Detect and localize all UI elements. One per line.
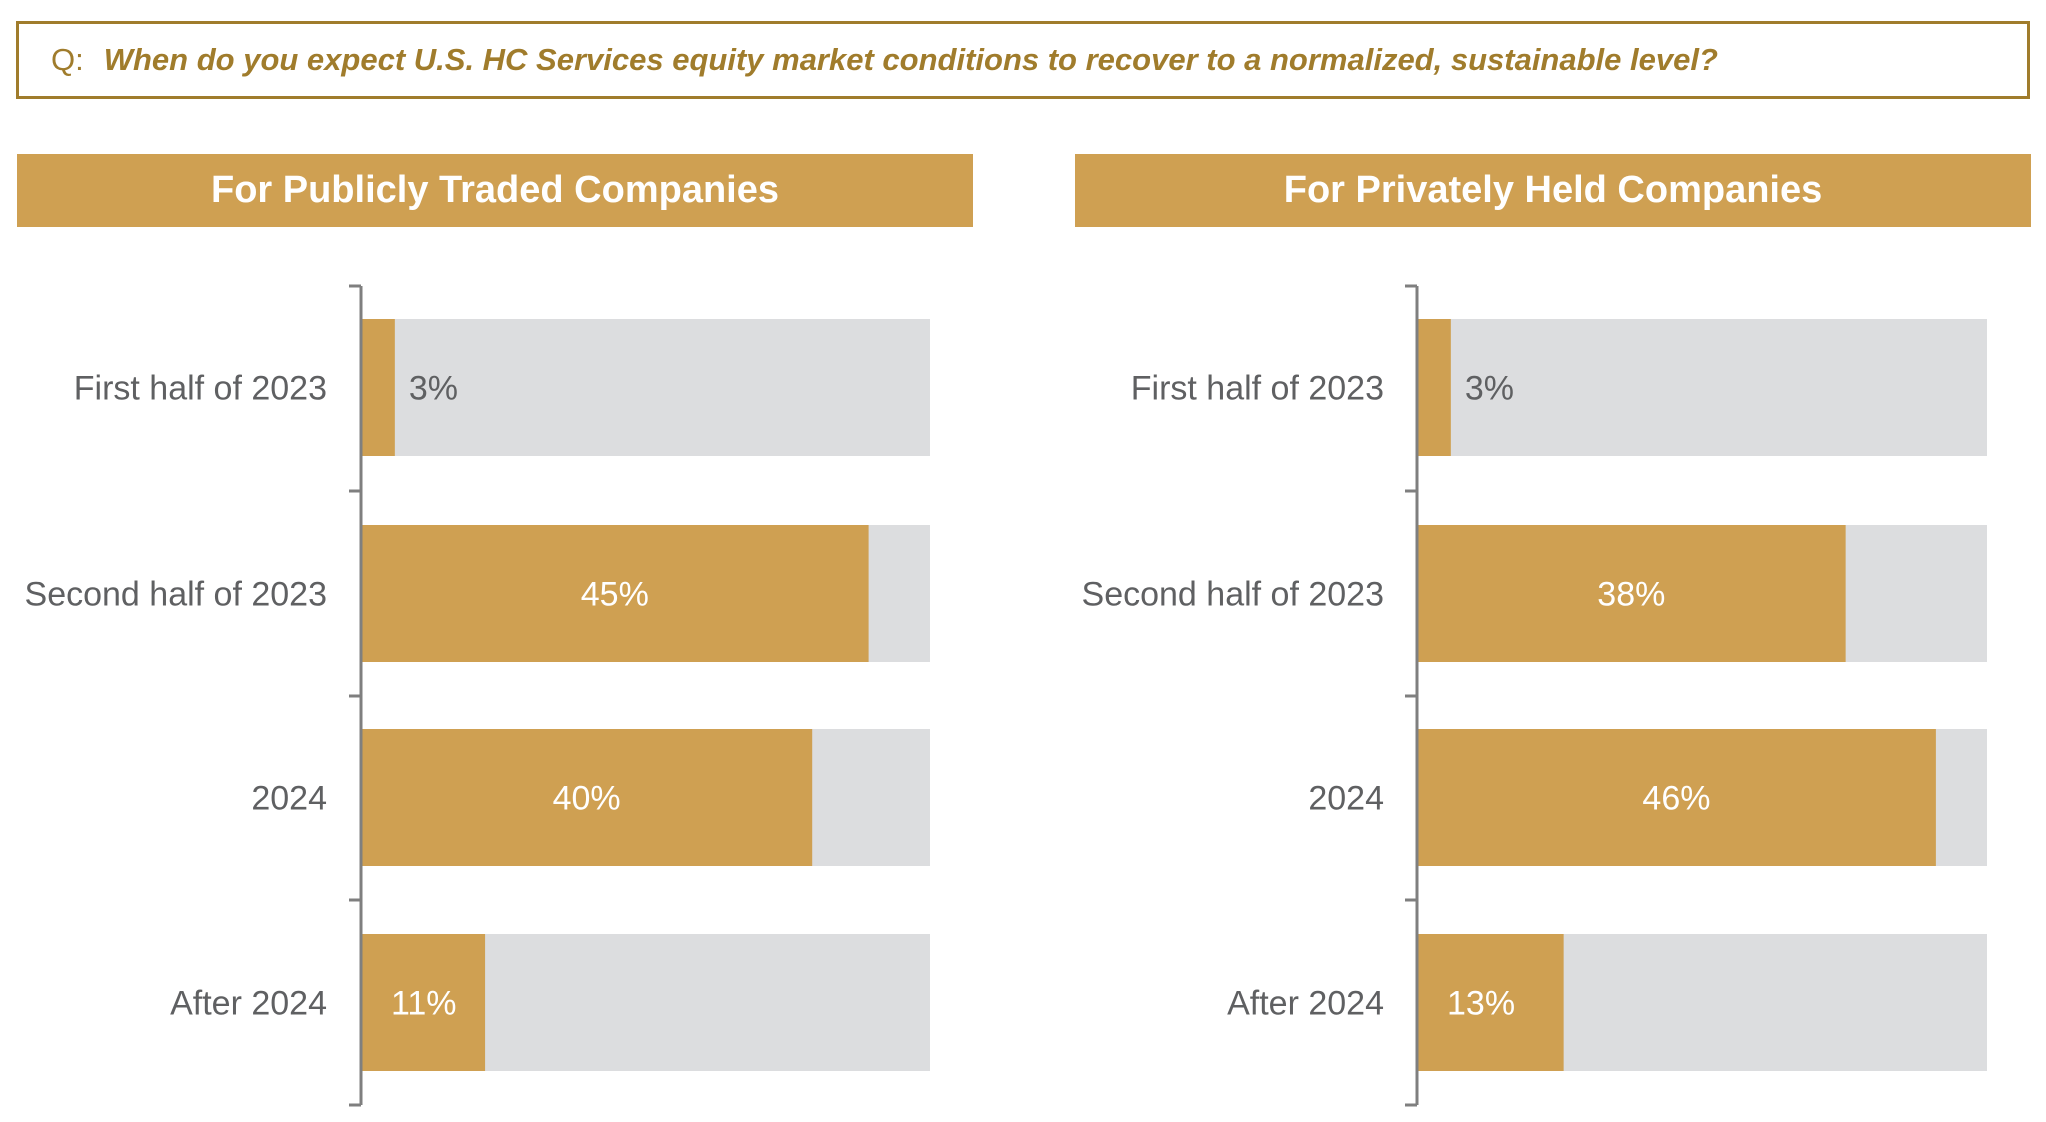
public-track-0 — [361, 319, 930, 456]
question-prefix: Q: — [51, 42, 84, 77]
private-bar-2 — [1417, 729, 1936, 866]
private-bar-1 — [1417, 525, 1846, 662]
private-track-0 — [1417, 319, 1987, 456]
private-value-label-1: 38% — [1597, 576, 1665, 614]
question-text: When do you expect U.S. HC Services equi… — [103, 42, 1718, 77]
public-panel-header: For Publicly Traded Companies — [17, 154, 973, 227]
private-value-label-2: 46% — [1642, 780, 1710, 818]
public-bar-0 — [361, 319, 395, 456]
public-bar-1 — [361, 525, 869, 662]
public-value-label-0: 3% — [409, 370, 458, 408]
public-value-label-1: 45% — [581, 576, 649, 614]
public-category-label-3: After 2024 — [170, 985, 327, 1023]
private-panel-header: For Privately Held Companies — [1075, 154, 2031, 227]
public-category-label-0: First half of 2023 — [74, 370, 327, 408]
private-bar-0 — [1417, 319, 1451, 456]
public-bar-3 — [361, 934, 486, 1071]
private-value-label-3: 13% — [1447, 985, 1515, 1023]
private-category-label-0: First half of 2023 — [1131, 370, 1384, 408]
public-value-label-3: 11% — [391, 985, 457, 1023]
private-bar-3 — [1417, 934, 1564, 1071]
private-category-label-1: Second half of 2023 — [1082, 576, 1384, 614]
private-category-label-3: After 2024 — [1227, 985, 1384, 1023]
public-value-label-2: 40% — [553, 780, 621, 818]
public-bar-2 — [361, 729, 813, 866]
private-category-label-2: 2024 — [1308, 780, 1384, 818]
question-box: Q: When do you expect U.S. HC Services e… — [16, 21, 2030, 99]
private-value-label-0: 3% — [1465, 370, 1514, 408]
public-category-label-2: 2024 — [251, 780, 327, 818]
public-category-label-1: Second half of 2023 — [25, 576, 327, 614]
